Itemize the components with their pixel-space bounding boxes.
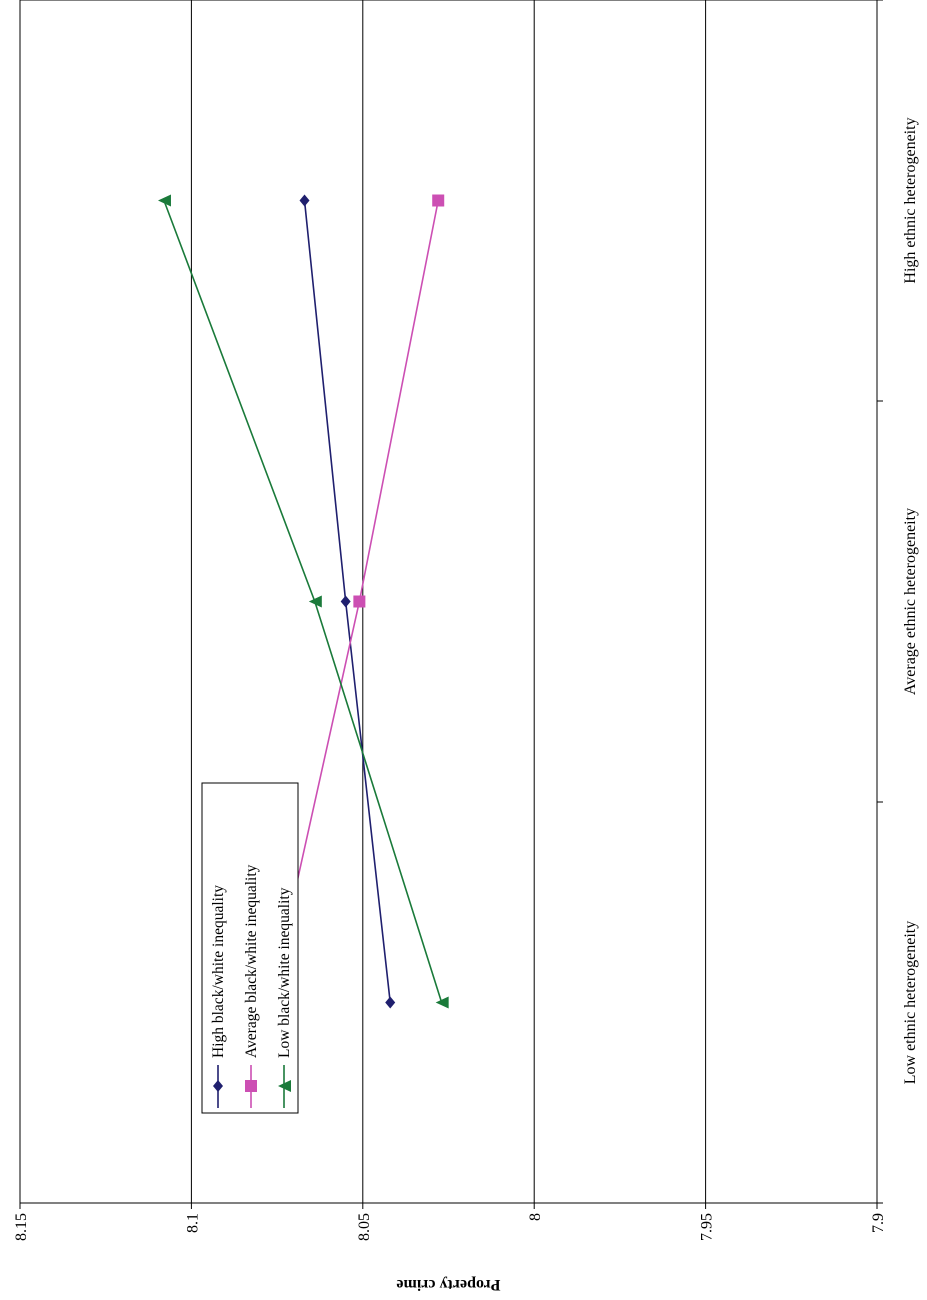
y-tick-label: 7.95 [699, 1213, 716, 1241]
plot-area [19, 0, 878, 1204]
y-tick-labels: 8.15 8.1 8.05 8 7.95 7.9 [13, 1213, 887, 1241]
series [299, 194, 396, 1009]
category-labels: Low ethnic heterogeneity Average ethnic h… [902, 117, 919, 1084]
data-point-square [353, 595, 366, 608]
gridlines [190, 0, 707, 1203]
x-category-label: Average ethnic heterogeneity [902, 508, 919, 695]
legend-label: Average black/white inequality [243, 864, 260, 1058]
y-axis-title: Property crime [396, 1276, 500, 1293]
series [157, 194, 449, 1009]
data-point-triangle [435, 996, 449, 1009]
legend-label: Low black/white inequality [276, 887, 293, 1058]
y-tick-label: 8 [527, 1213, 544, 1221]
data-point-diamond [340, 595, 351, 608]
data-point-triangle [278, 1080, 291, 1092]
data-point-triangle [157, 194, 171, 207]
x-category-label: High ethnic heterogeneity [902, 117, 919, 283]
series-layer [157, 194, 449, 1009]
y-tick-label: 8.15 [13, 1213, 30, 1241]
legend-label: High black/white inequality [210, 885, 227, 1058]
x-category-label: Low ethnic heterogeneity [902, 921, 919, 1085]
y-tick-label: 8.1 [184, 1213, 201, 1233]
data-point-diamond [299, 194, 310, 207]
axis-ticks [19, 0, 883, 1209]
data-point-square [245, 1080, 257, 1092]
legend: High black/white inequality Average black… [201, 782, 299, 1114]
legend-box [201, 782, 299, 1114]
data-point-diamond [385, 996, 396, 1009]
data-point-diamond [213, 1080, 223, 1092]
data-point-square [432, 194, 445, 207]
y-tick-label: 7.9 [870, 1213, 887, 1233]
y-tick-label: 8.05 [356, 1213, 373, 1241]
data-point-triangle [308, 595, 322, 608]
